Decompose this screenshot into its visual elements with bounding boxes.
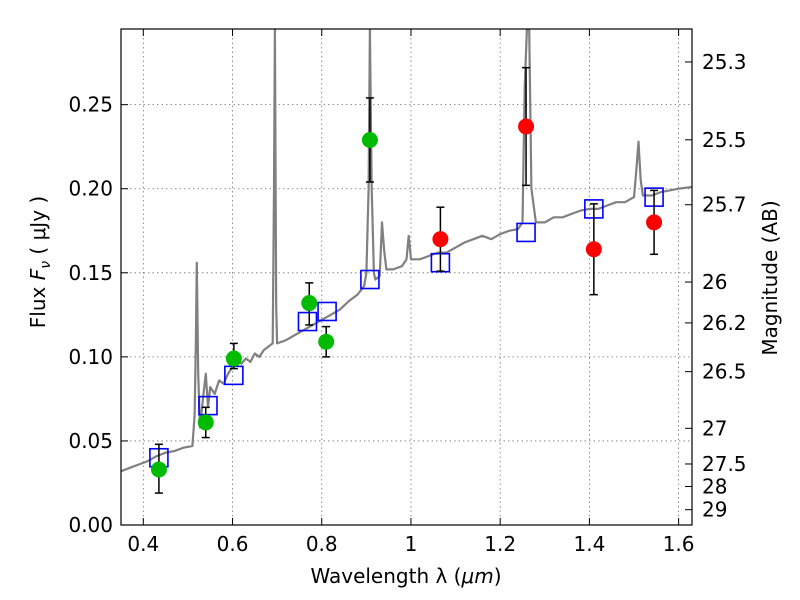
y2-tick-label: 25.3 (702, 50, 747, 74)
plot-frame (120, 28, 693, 526)
x-tick-label: 0.8 (306, 532, 338, 556)
y2-tick-label: 28 (702, 474, 727, 498)
y2-tick-label: 29 (702, 498, 727, 522)
model-square-marker (198, 395, 218, 416)
x-tick-label: 1.6 (663, 532, 695, 556)
green-data-point (150, 461, 167, 478)
y2-tick-label: 26.2 (702, 311, 747, 335)
y2-tick-label: 25.7 (702, 193, 747, 217)
y-tick-label: 0.15 (68, 261, 113, 285)
red-data-point (646, 214, 663, 231)
green-data-point (301, 295, 318, 312)
x-tick-label: 1.4 (573, 532, 605, 556)
axis-ticks: 0.4 0.6 0.8 1 1.2 1.4 1.6 0.00 0.05 0.10 0.15 0.20 0… (68, 29, 747, 556)
y2-tick-label: 27 (702, 416, 727, 440)
y-tick-label: 0.25 (68, 93, 113, 117)
grid-lines (121, 29, 692, 526)
model-square-marker (297, 311, 318, 332)
y2-tick-label: 27.5 (702, 452, 747, 476)
y-tick-label: 0.10 (68, 345, 113, 369)
model-square-marker (317, 301, 337, 322)
x-tick-label: 0.6 (217, 532, 249, 556)
x-tick-label: 0.4 (127, 532, 159, 556)
red-data-point (432, 231, 449, 248)
green-data-point (197, 414, 214, 431)
y2-tick-label: 26 (702, 270, 727, 294)
y2-tick-label: 26.5 (702, 360, 747, 384)
model-square-marker (360, 269, 380, 290)
y-tick-label: 0.20 (68, 177, 113, 201)
green-data-point (361, 131, 378, 148)
model-square-marker (516, 222, 536, 243)
x-axis-label: Wavelength λ (μm) (310, 564, 501, 588)
y-tick-label: 0.05 (68, 429, 113, 453)
y-tick-label: 0.00 (68, 513, 113, 537)
y2-axis-label: Magnitude (AB) (758, 200, 782, 355)
y2-tick-label: 25.5 (702, 128, 747, 152)
red-data-point (585, 241, 602, 258)
spectrum-line (121, 29, 692, 473)
plot-area (121, 29, 692, 494)
green-data-point (225, 350, 242, 367)
x-tick-label: 1.2 (484, 532, 516, 556)
y-axis-label: Flux Fν ( μJy ) (26, 196, 54, 328)
red-data-point (518, 118, 535, 135)
green-data-point (318, 333, 335, 350)
x-tick-label: 1 (405, 532, 418, 556)
